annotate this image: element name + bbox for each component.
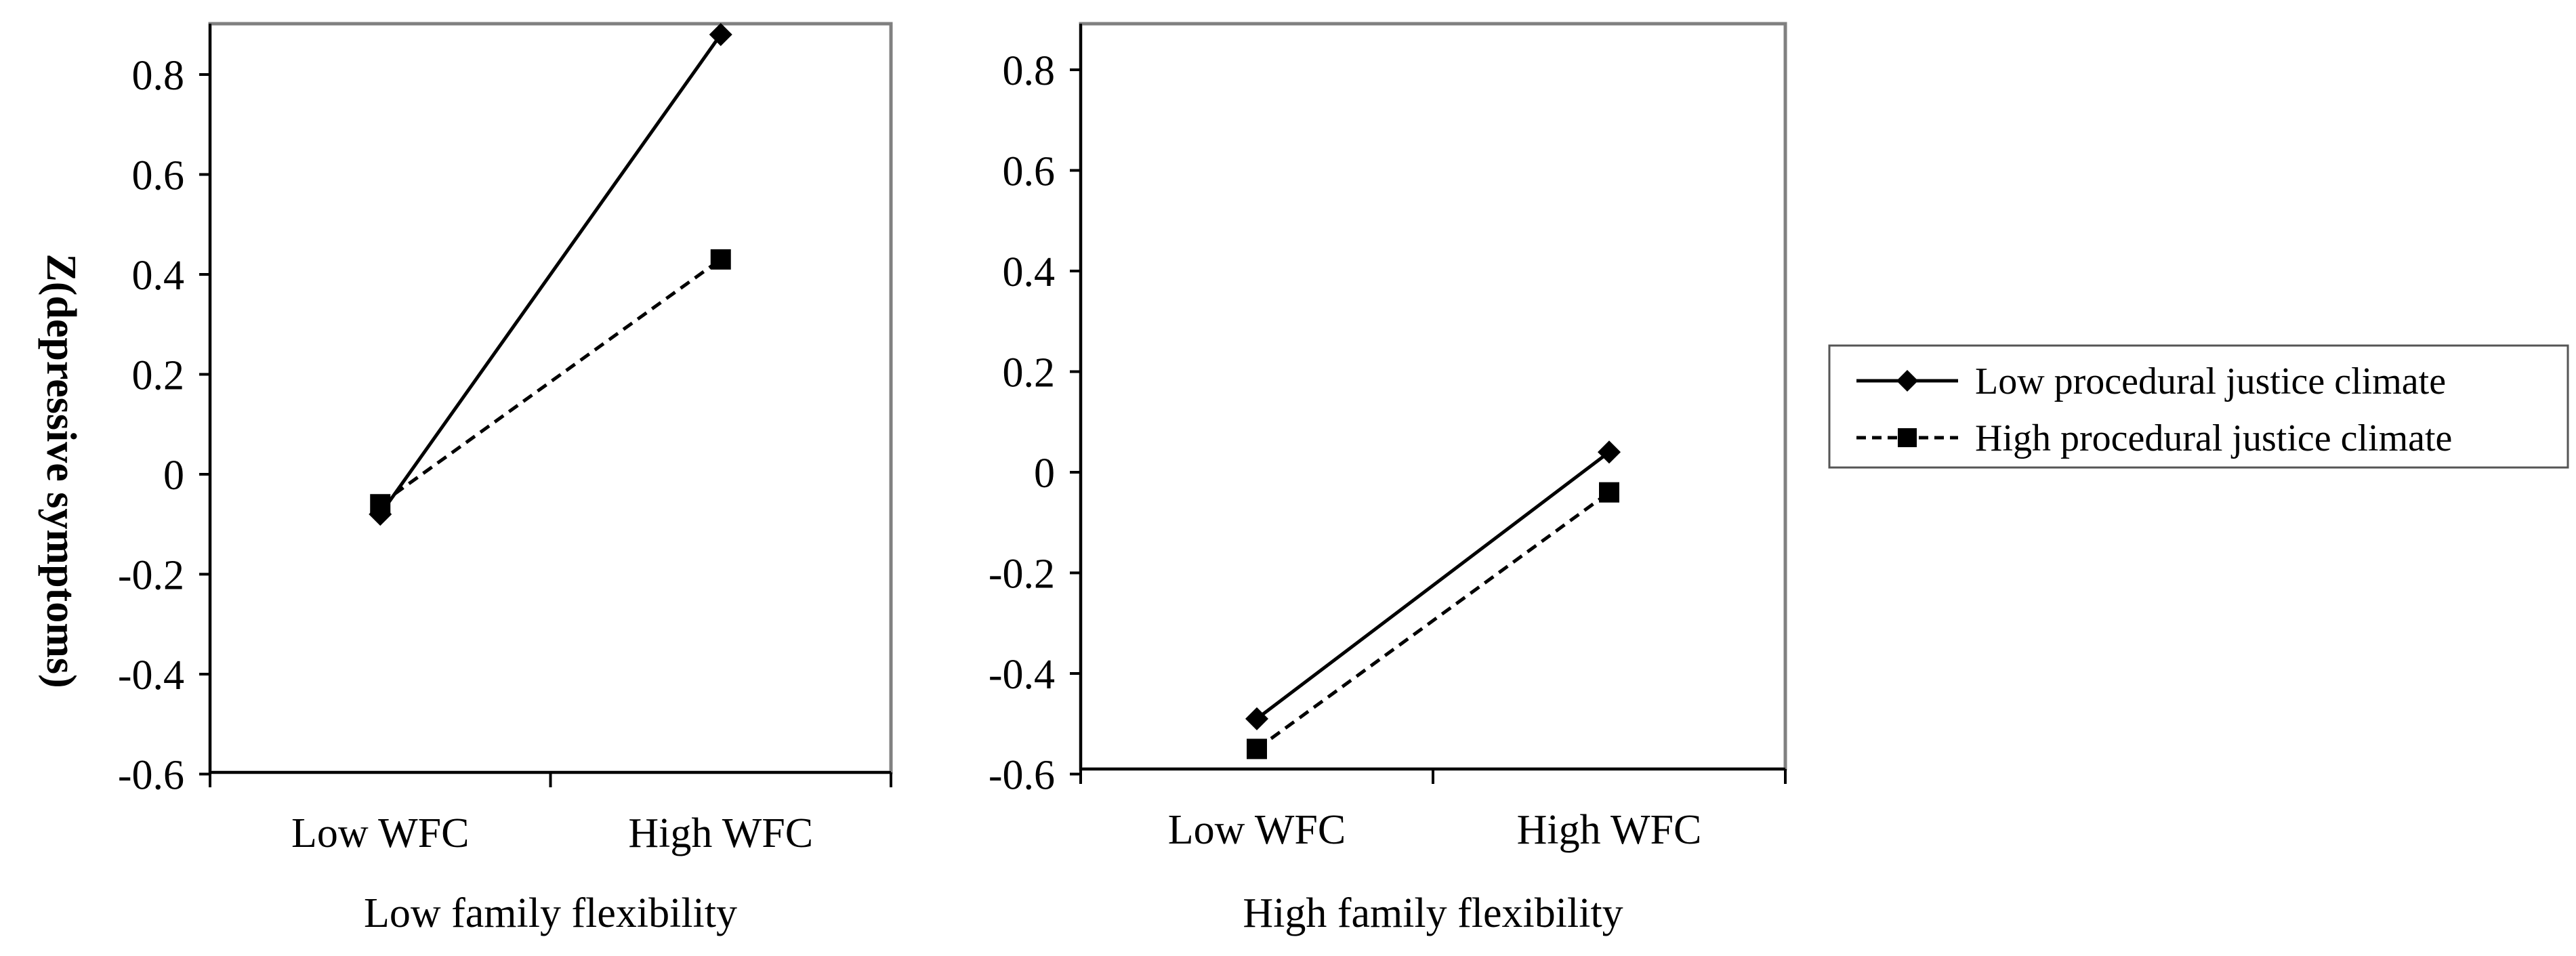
x-category-label: High WFC: [628, 810, 813, 856]
legend-diamond-marker: [1896, 370, 1918, 392]
panel-high-family-flexibility: 0.8 0.6 0.4 0.2 0 -0.2 -0.4 -0.6 Low WFC High WFC…: [989, 22, 1787, 936]
data-point-diamond: [1245, 707, 1268, 730]
y-tick-label: 0.4: [1003, 249, 1056, 295]
legend: Low procedural justice climate High proc…: [1828, 344, 2569, 469]
x-category-label: Low WFC: [1168, 807, 1346, 853]
data-point-square: [370, 494, 391, 515]
y-axis-label: Z(depressive symptoms): [38, 253, 84, 688]
y-tick-label: 0: [163, 453, 184, 499]
x-axis-label: Low family flexibility: [364, 890, 737, 936]
x-category-label: Low WFC: [291, 810, 469, 856]
y-tick-label: 0: [1034, 451, 1055, 497]
data-point-square: [1247, 739, 1267, 760]
y-tick-label: 0.2: [132, 353, 185, 399]
legend-item-high-pjc: High procedural justice climate: [1856, 417, 2452, 459]
series-line-low-pjc: [1255, 451, 1611, 720]
y-tick-label: 0.6: [132, 153, 185, 199]
y-tick-label: 0.2: [1003, 350, 1056, 396]
series-line-low-pjc: [379, 33, 722, 516]
data-point-diamond: [709, 23, 732, 46]
plot-frame: [208, 22, 893, 774]
legend-square-marker: [1898, 428, 1917, 447]
legend-label-low-pjc: Low procedural justice climate: [1975, 360, 2446, 402]
y-tick-label: 0.6: [1003, 149, 1056, 195]
series-line-high-pjc: [1255, 491, 1611, 751]
legend-item-low-pjc: Low procedural justice climate: [1856, 360, 2446, 402]
series-line-high-pjc: [379, 257, 722, 506]
panel-low-family-flexibility: 0.8 0.6 0.4 0.2 0 -0.2 -0.4 -0.6 Low WFC High WFC…: [118, 22, 893, 936]
y-tick-label: -0.4: [989, 652, 1055, 698]
y-tick-label: 0.4: [132, 253, 185, 299]
y-tick-label: -0.6: [118, 753, 184, 799]
legend-label-high-pjc: High procedural justice climate: [1975, 417, 2452, 459]
y-tick-label: -0.2: [118, 553, 184, 599]
y-tick-label: -0.2: [989, 552, 1055, 598]
y-tick-label: -0.6: [989, 753, 1055, 799]
data-point-diamond: [1598, 440, 1621, 464]
y-tick-label: 0.8: [1003, 48, 1056, 94]
data-point-square: [710, 249, 731, 270]
y-tick-label: -0.4: [118, 652, 184, 699]
legend-box: [1828, 344, 2569, 469]
x-axis-label: High family flexibility: [1243, 890, 1623, 936]
y-tick-label: 0.8: [132, 53, 185, 99]
data-point-square: [1599, 482, 1619, 503]
plot-frame: [1079, 22, 1787, 771]
x-category-label: High WFC: [1517, 807, 1702, 853]
